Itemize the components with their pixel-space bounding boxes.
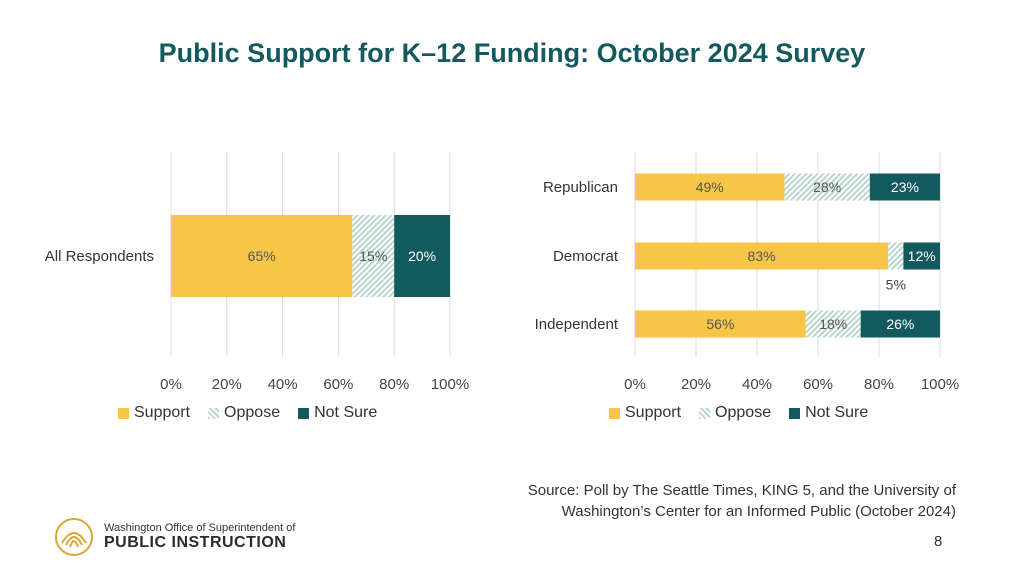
x-tick-label: 40%: [268, 376, 298, 393]
x-tick-label: 20%: [212, 376, 242, 393]
legend-label: Not Sure: [314, 404, 378, 421]
data-label: 65%: [248, 248, 276, 264]
legend-item-support: Support: [118, 404, 190, 422]
data-label: 5%: [886, 277, 906, 293]
category-label: Independent: [535, 316, 619, 333]
data-label: 20%: [408, 248, 436, 264]
x-tick-label: 100%: [921, 376, 959, 393]
data-label: 26%: [886, 316, 914, 332]
bar-segment-oppose: [352, 215, 395, 297]
data-label: 83%: [748, 248, 776, 264]
data-label: 49%: [696, 179, 724, 195]
data-label: 28%: [813, 179, 841, 195]
bar-segment-support: [171, 215, 353, 297]
legend-label: Support: [134, 404, 191, 421]
legend-left: Support Oppose Not Sure: [118, 404, 377, 422]
not-sure-swatch: [789, 407, 801, 419]
not-sure-swatch: [298, 407, 310, 419]
legend-right: Support Oppose Not Sure: [609, 404, 868, 422]
bar-segment-support: [635, 173, 785, 201]
page-title: Public Support for K–12 Funding: October…: [158, 38, 866, 68]
logo-line-2: PUBLIC INSTRUCTION: [104, 534, 287, 551]
bar-segment-not-sure: [394, 215, 450, 297]
data-label: 23%: [891, 179, 919, 195]
x-tick-label: 0%: [160, 376, 182, 393]
ospi-logo: Washington Office of Superintendent of P…: [54, 517, 295, 557]
data-label: 56%: [706, 316, 734, 332]
bar-segment-oppose: [784, 173, 870, 201]
legend-label: Oppose: [715, 404, 772, 421]
x-tick-label: 100%: [431, 376, 469, 393]
x-tick-label: 40%: [742, 376, 772, 393]
support-swatch: [118, 407, 129, 419]
sun-logo-icon: [55, 518, 93, 556]
data-label: 12%: [908, 248, 936, 264]
x-tick-label: 80%: [379, 376, 409, 393]
legend-item-not-sure: Not Sure: [789, 404, 868, 422]
data-label: 18%: [819, 316, 847, 332]
x-tick-label: 80%: [864, 376, 894, 393]
source-note: Source: Poll by The Seattle Times, KING …: [456, 480, 956, 522]
bar-segment-support: [635, 310, 806, 338]
legend-item-oppose: Oppose: [208, 404, 280, 422]
bar-segment-not-sure: [869, 173, 940, 201]
page-number: 8: [934, 533, 943, 550]
legend-item-not-sure: Not Sure: [298, 404, 377, 422]
x-tick-label: 60%: [323, 376, 353, 393]
oppose-swatch: [699, 407, 711, 419]
category-label: All Respondents: [45, 248, 154, 265]
data-label: 15%: [359, 248, 387, 264]
bar-segment-oppose: [888, 242, 904, 270]
x-tick-label: 20%: [681, 376, 711, 393]
source-line-2: Washington’s Center for an Informed Publ…: [561, 503, 956, 520]
logo-line-1: Washington Office of Superintendent of: [104, 522, 296, 534]
x-tick-label: 0%: [624, 376, 646, 393]
bar-segment-not-sure: [860, 310, 940, 338]
support-swatch: [609, 407, 620, 419]
x-tick-label: 60%: [803, 376, 833, 393]
bar-segment-support: [635, 242, 889, 270]
oppose-swatch: [208, 407, 220, 419]
bar-segment-not-sure: [903, 242, 940, 270]
category-label: Republican: [543, 179, 618, 196]
legend-label: Oppose: [224, 404, 281, 421]
legend-item-support: Support: [609, 404, 681, 422]
bar-segment-oppose: [805, 310, 861, 338]
source-line-1: Source: Poll by The Seattle Times, KING …: [527, 482, 956, 499]
legend-item-oppose: Oppose: [699, 404, 771, 422]
category-label: Democrat: [553, 248, 619, 265]
legend-label: Support: [625, 404, 682, 421]
legend-label: Not Sure: [805, 404, 869, 421]
